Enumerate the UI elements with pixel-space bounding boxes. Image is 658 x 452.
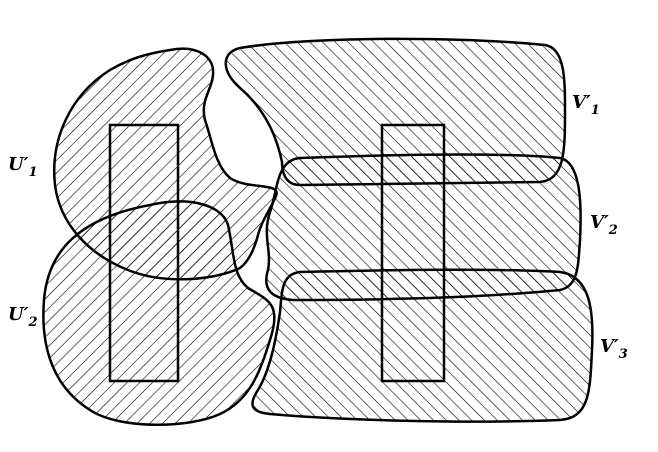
left-rectangle <box>108 123 180 383</box>
label-v1: V′1 <box>572 92 600 118</box>
label-u1: U′1 <box>8 154 38 180</box>
label-v3: V′3 <box>600 336 628 362</box>
label-v2: V′2 <box>590 212 618 238</box>
region-v3 <box>251 268 594 423</box>
label-u2: U′2 <box>8 304 38 330</box>
right-rectangle <box>380 123 446 383</box>
